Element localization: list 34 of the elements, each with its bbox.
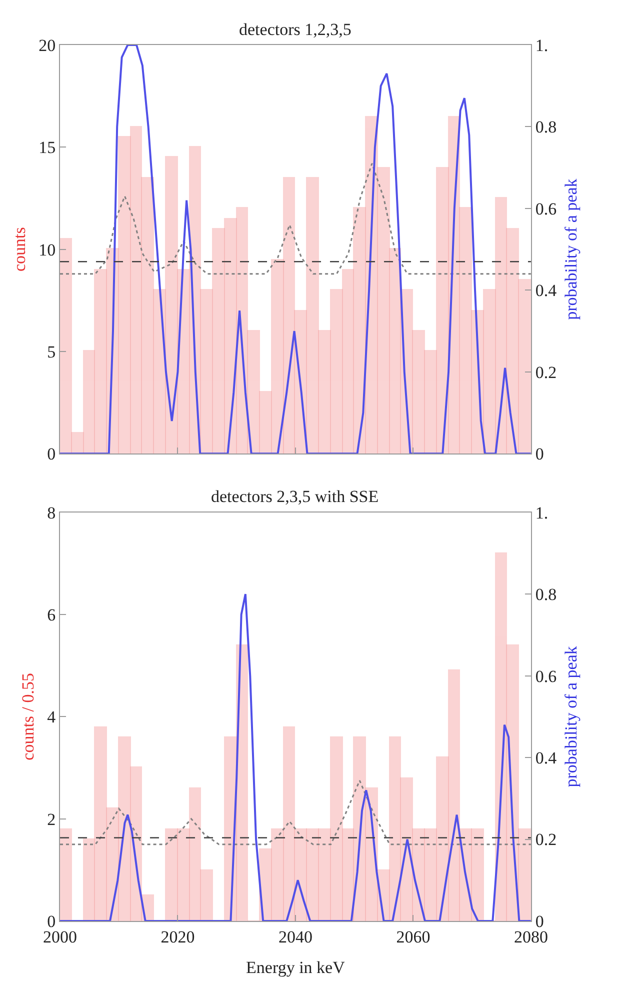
chart-title: detectors 2,3,5 with SSE — [211, 487, 379, 506]
line-series — [60, 593, 531, 921]
y-tick-label: 5 — [47, 342, 56, 362]
y-tick-label: 20 — [38, 36, 56, 55]
y2-tick-label: 0 — [535, 444, 544, 464]
x-tick-label: 2060 — [396, 927, 430, 946]
y2-tick-label: 0.8 — [535, 118, 557, 137]
y2-tick-label: 0.6 — [535, 199, 557, 218]
x-axis-title: Energy in keV — [246, 958, 346, 977]
y2-tick-label: 1. — [535, 36, 548, 55]
y-tick-label: 8 — [47, 503, 56, 522]
y-tick-label: 15 — [38, 138, 56, 158]
y-axis-title: counts / 0.55 — [18, 672, 38, 760]
x-tick-label: 2020 — [160, 927, 195, 946]
x-tick-label: 2040 — [278, 927, 312, 946]
y2-axis-title: probability of a peak — [561, 178, 580, 320]
y2-tick-label: 0.6 — [535, 666, 557, 686]
y-tick-label: 10 — [38, 240, 56, 260]
y2-tick-label: 0.8 — [535, 585, 557, 604]
y2-tick-label: 0.4 — [535, 281, 558, 300]
line-series — [60, 162, 531, 275]
y-axis-title: counts — [10, 227, 30, 272]
y2-tick-label: 1. — [535, 503, 548, 522]
y2-axis-title: probability of a peak — [561, 646, 580, 788]
y-tick-label: 6 — [47, 605, 56, 624]
line-series — [60, 780, 531, 846]
chart-title: detectors 1,2,3,5 — [239, 20, 352, 39]
y2-tick-label: 0.2 — [535, 830, 557, 850]
y-tick-label: 0 — [47, 444, 56, 464]
y2-tick-label: 0.2 — [535, 362, 557, 382]
y-tick-label: 4 — [47, 708, 56, 727]
line-series — [60, 45, 531, 454]
y2-tick-label: 0.4 — [535, 748, 558, 768]
y-tick-label: 2 — [47, 810, 56, 829]
